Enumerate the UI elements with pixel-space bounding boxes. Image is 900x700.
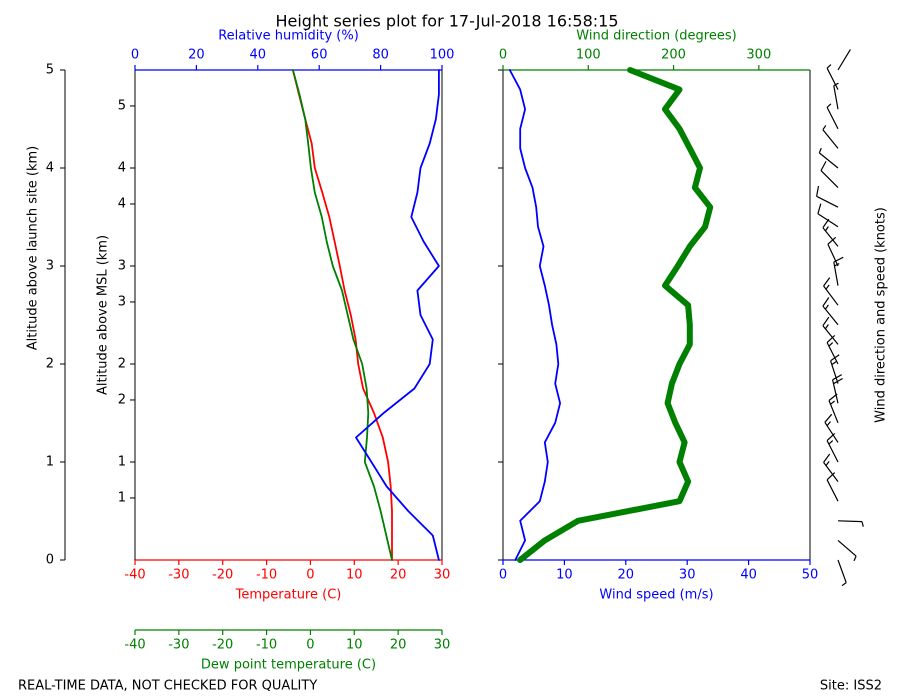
x-tick-label: 30: [679, 568, 696, 583]
x-tick-label: 20: [390, 638, 407, 653]
y-tick-label: 3: [46, 259, 54, 274]
x-tick-label: 0: [499, 48, 507, 63]
x-tick-label: -20: [212, 638, 233, 653]
x-axis-label: Dew point temperature (C): [201, 658, 376, 673]
y-tick-label: 0: [46, 553, 54, 568]
x-tick-label: -30: [168, 638, 189, 653]
wind-barb: [823, 453, 839, 482]
footer-left: REAL-TIME DATA, NOT CHECKED FOR QUALITY: [18, 679, 317, 694]
y-axis-label: Altitude above launch site (km): [26, 146, 41, 350]
y-tick-label: 3: [118, 294, 126, 309]
y-tick-label: 4: [118, 161, 126, 176]
x-tick-label: 0: [306, 568, 314, 583]
wind-barb: [833, 82, 839, 110]
data-line: [292, 69, 393, 561]
x-tick-label: 30: [434, 638, 451, 653]
x-tick-label: 50: [802, 568, 819, 583]
wind-barb: [827, 236, 839, 267]
y-tick-label: 4: [118, 196, 126, 211]
wind-barb: [826, 64, 839, 90]
x-tick-label: 10: [346, 568, 363, 583]
y-tick-label: 2: [46, 357, 54, 372]
wind-barb: [826, 334, 839, 365]
barb-label: Wind direction and speed (knots): [874, 207, 889, 423]
x-tick-label: 200: [661, 48, 686, 63]
y-axis-label: Altitude above MSL (km): [96, 235, 111, 395]
x-tick-label: 20: [188, 48, 205, 63]
x-tick-label: 60: [311, 48, 328, 63]
y-tick-label: 3: [118, 259, 126, 274]
y-tick-label: 1: [118, 490, 126, 505]
wind-barb: [826, 472, 839, 502]
x-tick-label: 10: [346, 638, 363, 653]
data-line: [355, 69, 440, 561]
data-line: [517, 67, 714, 563]
x-axis-label: Wind direction (degrees): [576, 29, 736, 44]
x-tick-label: 0: [306, 638, 314, 653]
y-tick-label: 2: [118, 392, 126, 407]
x-tick-label: 20: [390, 568, 407, 583]
wind-barb: [822, 297, 839, 326]
x-tick-label: -40: [124, 568, 145, 583]
wind-barb: [818, 147, 839, 169]
x-tick-label: 80: [372, 48, 389, 63]
wind-barb: [817, 203, 839, 228]
x-tick-label: -40: [124, 638, 145, 653]
y-tick-label: 5: [118, 98, 126, 113]
x-axis-label: Temperature (C): [235, 588, 342, 603]
x-tick-label: -30: [168, 568, 189, 583]
data-line: [508, 69, 561, 561]
x-tick-label: -10: [256, 568, 277, 583]
x-tick-label: 40: [250, 48, 267, 63]
x-tick-label: 10: [556, 568, 573, 583]
y-tick-label: 1: [46, 455, 54, 470]
footer-right: Site: ISS2: [820, 679, 882, 694]
x-tick-label: 30: [434, 568, 451, 583]
wind-barb: [822, 316, 839, 345]
chart-title: Height series plot for 17-Jul-2018 16:58…: [275, 12, 618, 31]
x-tick-label: 0: [499, 568, 507, 583]
wind-barb: [823, 277, 839, 306]
x-tick-label: -20: [212, 568, 233, 583]
wind-barb: [824, 413, 839, 443]
wind-barb: [837, 520, 864, 527]
wind-barb: [837, 559, 847, 587]
wind-barb: [837, 49, 851, 71]
y-tick-label: 1: [118, 455, 126, 470]
y-tick-label: 2: [118, 357, 126, 372]
wind-barb: [832, 374, 843, 404]
x-axis-label: Wind speed (m/s): [599, 588, 713, 603]
wind-barb: [826, 103, 839, 130]
wind-barb: [822, 125, 839, 149]
x-axis-label: Relative humidity (%): [218, 29, 359, 44]
wind-barb: [816, 185, 839, 208]
x-tick-label: 20: [618, 568, 635, 583]
wind-barb: [820, 161, 839, 189]
y-tick-label: 5: [46, 63, 54, 78]
data-line: [292, 69, 393, 561]
x-tick-label: 100: [576, 48, 601, 63]
x-tick-label: -10: [256, 638, 277, 653]
x-tick-label: 40: [740, 568, 757, 583]
y-tick-label: 4: [46, 161, 54, 176]
x-tick-label: 0: [131, 48, 139, 63]
x-tick-label: 100: [430, 48, 455, 63]
x-tick-label: 300: [746, 48, 771, 63]
wind-barb: [837, 539, 857, 562]
